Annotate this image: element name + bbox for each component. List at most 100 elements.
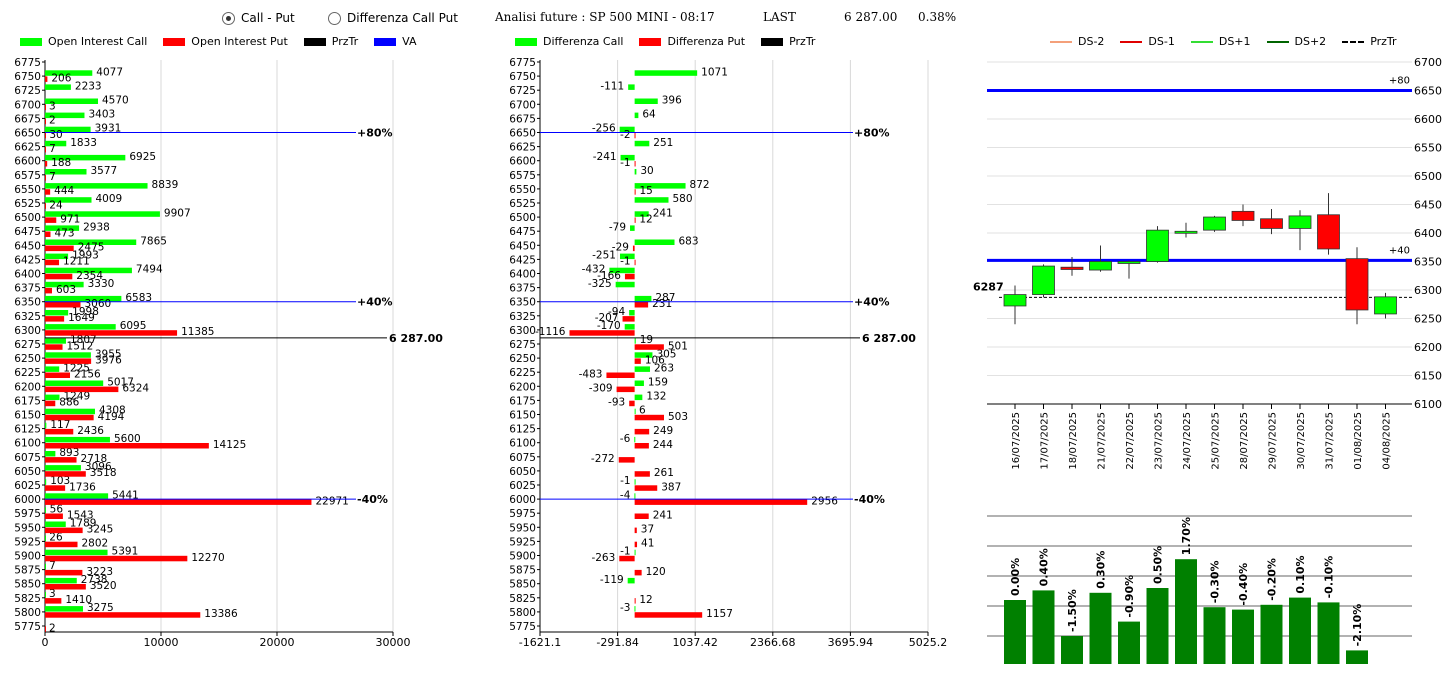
bar-call — [45, 592, 46, 598]
bar-call — [45, 310, 69, 316]
percent-bar — [1089, 592, 1112, 664]
bar-value-label: -119 — [600, 574, 624, 586]
bar-put — [634, 471, 650, 477]
candle-body — [1288, 215, 1312, 229]
bar-call — [45, 70, 93, 76]
legend-item: DS-2 — [1050, 35, 1104, 48]
bar-put — [45, 428, 74, 435]
mode-radio-differenza[interactable]: Differenza Call Put — [328, 11, 458, 25]
strike-label: 6575 — [509, 170, 536, 182]
date-label: 22/07/2025 — [1125, 412, 1136, 470]
bar-put — [45, 372, 71, 378]
bar-put — [634, 485, 658, 491]
legend-label: Open Interest Call — [48, 35, 148, 48]
bar-put — [45, 231, 51, 237]
percent-bar — [1289, 597, 1311, 664]
page-title: Analisi future : SP 500 MINI - 08:17 — [495, 10, 715, 24]
strike-label: 5850 — [14, 579, 41, 591]
bar-call — [45, 549, 108, 556]
percent-bar — [1061, 636, 1083, 664]
date-label: 17/07/2025 — [1040, 412, 1051, 470]
y-tick-label: 6200 — [1414, 341, 1442, 354]
mode-radio-call-put[interactable]: Call - Put — [222, 11, 295, 25]
bar-value-label: 387 — [661, 481, 681, 493]
va-label: +80% — [357, 127, 393, 140]
legend-item: DS+2 — [1266, 35, 1326, 48]
legend-item: PrzTr — [1342, 35, 1397, 48]
percent-bar — [1260, 604, 1283, 664]
bar-put — [45, 555, 188, 562]
bar-put — [634, 541, 638, 548]
candle-body — [1203, 216, 1226, 231]
bar-put — [618, 457, 635, 463]
bar-put — [45, 132, 46, 139]
x-tick-label: 3695.94 — [828, 636, 874, 649]
przt-label: 6287 — [973, 280, 1004, 293]
strike-label: 6400 — [509, 269, 536, 281]
bar-value-label: 5391 — [112, 546, 139, 558]
va-label: +80% — [854, 127, 890, 140]
price-label: 6 287.00 — [862, 332, 916, 345]
bar-call — [634, 295, 652, 302]
bar-call — [45, 126, 91, 133]
strike-label: 6175 — [509, 395, 536, 407]
y-tick-label: 6600 — [1414, 113, 1442, 126]
legend-label: VA — [402, 35, 417, 48]
percent-label: -0.30% — [1209, 560, 1222, 603]
bar-value-label: 120 — [646, 566, 666, 578]
bar-value-label: 1249 — [63, 391, 90, 403]
bar-value-label: 886 — [59, 397, 79, 409]
bar-value-label: 1512 — [67, 340, 94, 352]
y-tick-label: 6550 — [1414, 142, 1442, 155]
bar-call — [45, 281, 84, 288]
percent-label: -0.10% — [1323, 556, 1336, 599]
bar-value-label: -111 — [600, 80, 624, 92]
bar-call — [634, 408, 636, 415]
strike-label: 5775 — [14, 621, 41, 633]
bar-value-label: -170 — [597, 320, 621, 332]
bar-value-label: -3 — [620, 602, 630, 614]
bar-value-label: 12270 — [191, 552, 224, 564]
va-label: +40% — [854, 296, 890, 309]
y-tick-label: 6150 — [1414, 370, 1442, 383]
candle-body — [1174, 230, 1198, 234]
strike-label: 6025 — [509, 480, 536, 492]
strike-label: 6600 — [509, 156, 536, 168]
bar-call — [45, 253, 69, 260]
candle-body — [1060, 266, 1084, 270]
mode-label-call-put: Call - Put — [241, 11, 295, 25]
bar-call — [45, 606, 83, 612]
date-label: 04/08/2025 — [1382, 412, 1393, 470]
bar-put — [634, 527, 637, 534]
bar-put — [634, 189, 636, 195]
bar-put — [45, 273, 73, 280]
bar-value-label: 241 — [653, 207, 673, 219]
legend-item: Differenza Put — [639, 35, 745, 48]
bar-value-label: 244 — [653, 439, 673, 451]
bar-value-label: 3577 — [90, 165, 117, 177]
bar-value-label: 1649 — [68, 312, 95, 324]
strike-label: 6500 — [509, 212, 536, 224]
bar-value-label: 64 — [642, 109, 656, 121]
bar-value-label: 261 — [654, 467, 674, 479]
strike-label: 5950 — [509, 522, 536, 534]
bar-value-label: 1998 — [72, 306, 99, 318]
strike-label: 6050 — [14, 466, 41, 478]
strike-label: 6300 — [14, 325, 41, 337]
bar-put — [619, 555, 635, 562]
bar-value-label: 3931 — [95, 123, 122, 135]
y-tick-label: 6100 — [1414, 398, 1442, 411]
bar-call — [45, 154, 126, 161]
strike-label: 6250 — [509, 353, 536, 365]
bar-call — [634, 70, 698, 76]
bar-put — [45, 612, 201, 618]
bar-value-label: 5017 — [107, 377, 134, 389]
strike-label: 5875 — [14, 565, 41, 577]
mode-label-differenza: Differenza Call Put — [347, 11, 458, 25]
bar-call — [619, 126, 635, 133]
legend-label: Differenza Call — [543, 35, 624, 48]
legend-item: DS+1 — [1190, 35, 1251, 48]
bar-value-label: 6925 — [129, 151, 156, 163]
candle-body — [1374, 296, 1397, 315]
bar-value-label: -79 — [609, 221, 626, 233]
